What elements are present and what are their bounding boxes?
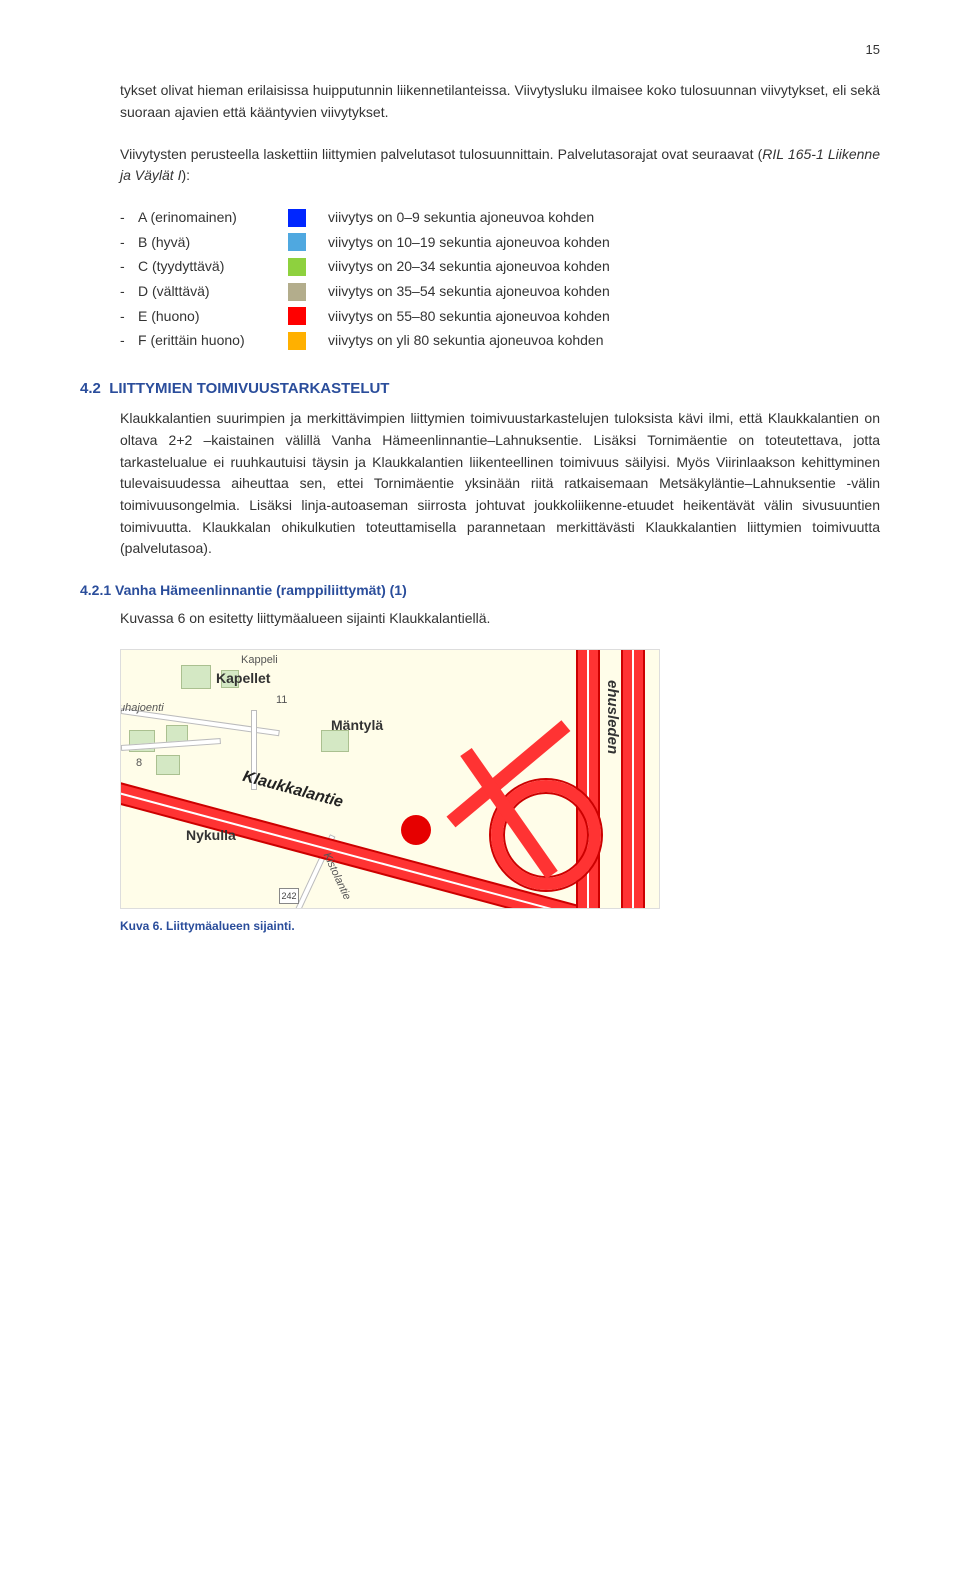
legend-description: viivytys on yli 80 sekuntia ajoneuvoa ko… — [328, 330, 880, 352]
method-tail: ): — [181, 167, 190, 183]
section-4-2-1-body: Kuvassa 6 on esitetty liittymäalueen sij… — [120, 608, 880, 630]
legend-color-swatch — [288, 332, 306, 350]
map-label-kappeli: Kappeli — [241, 652, 278, 669]
legend-description: viivytys on 0–9 sekuntia ajoneuvoa kohde… — [328, 207, 880, 229]
section-number: 4.2 — [80, 380, 101, 397]
section-title: LIITTYMIEN TOIMIVUUSTARKASTELUT — [109, 380, 389, 397]
map-location-marker — [401, 815, 431, 845]
legend-row: -C (tyydyttävä) viivytys on 20–34 sekunti… — [120, 256, 880, 278]
legend-color-swatch — [288, 233, 306, 251]
legend-color-swatch — [288, 258, 306, 276]
figure-caption: Kuva 6. Liittymäalueen sijainti. — [120, 917, 880, 936]
map-label-kapellet: Kapellet — [216, 668, 270, 690]
map-building — [181, 665, 211, 689]
map-label-klaukkalantie: Klaukkalantie — [240, 766, 346, 817]
legend-dash: - — [120, 232, 138, 254]
legend-label: A (erinomainen) — [138, 207, 288, 229]
map-label-nykulla: Nykulla — [186, 825, 236, 847]
legend-dash: - — [120, 306, 138, 328]
section-4-2-heading: 4.2 LIITTYMIEN TOIMIVUUSTARKASTELUT — [80, 377, 880, 400]
legend-label: F (erittäin huono) — [138, 330, 288, 352]
legend-row: -E (huono) viivytys on 55–80 sekuntia ajo… — [120, 306, 880, 328]
legend-label: C (tyydyttävä) — [138, 256, 288, 278]
subsection-number: 4.2.1 — [80, 582, 111, 598]
legend-dash: - — [120, 330, 138, 352]
legend-description: viivytys on 55–80 sekuntia ajoneuvoa koh… — [328, 306, 880, 328]
legend-list: -A (erinomainen)viivytys on 0–9 sekuntia… — [120, 207, 880, 352]
legend-description: viivytys on 35–54 sekuntia ajoneuvoa koh… — [328, 281, 880, 303]
section-4-2-body: Klaukkalantien suurimpien ja merkittävim… — [120, 408, 880, 560]
map-label-mantyla: Mäntylä — [331, 715, 383, 737]
map-label-ehusleden: ehusleden — [601, 680, 624, 754]
legend-description: viivytys on 20–34 sekuntia ajoneuvoa koh… — [328, 256, 880, 278]
legend-dash: - — [120, 281, 138, 303]
map-label-num11: 11 — [276, 692, 287, 709]
page-number: 15 — [80, 40, 880, 60]
map-building — [156, 755, 180, 775]
subsection-title: Vanha Hämeenlinnantie (ramppiliittymät) … — [115, 582, 407, 598]
legend-dash: - — [120, 256, 138, 278]
legend-color-swatch — [288, 283, 306, 301]
method-text: Viivytysten perusteella laskettiin liitt… — [120, 146, 762, 162]
legend-row: -B (hyvä) viivytys on 10–19 sekuntia ajon… — [120, 232, 880, 254]
map-route-badge: 242 — [279, 888, 299, 904]
intro-paragraph: tykset olivat hieman erilaisissa huipput… — [120, 80, 880, 123]
map-label-num8: 8 — [136, 755, 142, 772]
legend-label: B (hyvä) — [138, 232, 288, 254]
legend-description: viivytys on 10–19 sekuntia ajoneuvoa koh… — [328, 232, 880, 254]
map-label-uhajoenti: uhajoenti — [120, 700, 164, 717]
map-figure: Kappeli Kapellet uhajoenti 11 8 Mäntylä … — [120, 649, 660, 909]
method-paragraph: Viivytysten perusteella laskettiin liitt… — [120, 144, 880, 187]
legend-label: D (välttävä) — [138, 281, 288, 303]
legend-color-swatch — [288, 209, 306, 227]
legend-color-swatch — [288, 307, 306, 325]
map-road-centerline — [632, 649, 634, 909]
legend-row: -A (erinomainen) viivytys on 0–9 sekuntia… — [120, 207, 880, 229]
legend-row: -F (erittäin huono) viivytys on yli 80 se… — [120, 330, 880, 352]
legend-label: E (huono) — [138, 306, 288, 328]
section-4-2-1-heading: 4.2.1 Vanha Hämeenlinnantie (ramppiliitt… — [80, 580, 880, 602]
legend-row: -D (välttävä) viivytys on 35–54 sekuntia … — [120, 281, 880, 303]
legend-dash: - — [120, 207, 138, 229]
